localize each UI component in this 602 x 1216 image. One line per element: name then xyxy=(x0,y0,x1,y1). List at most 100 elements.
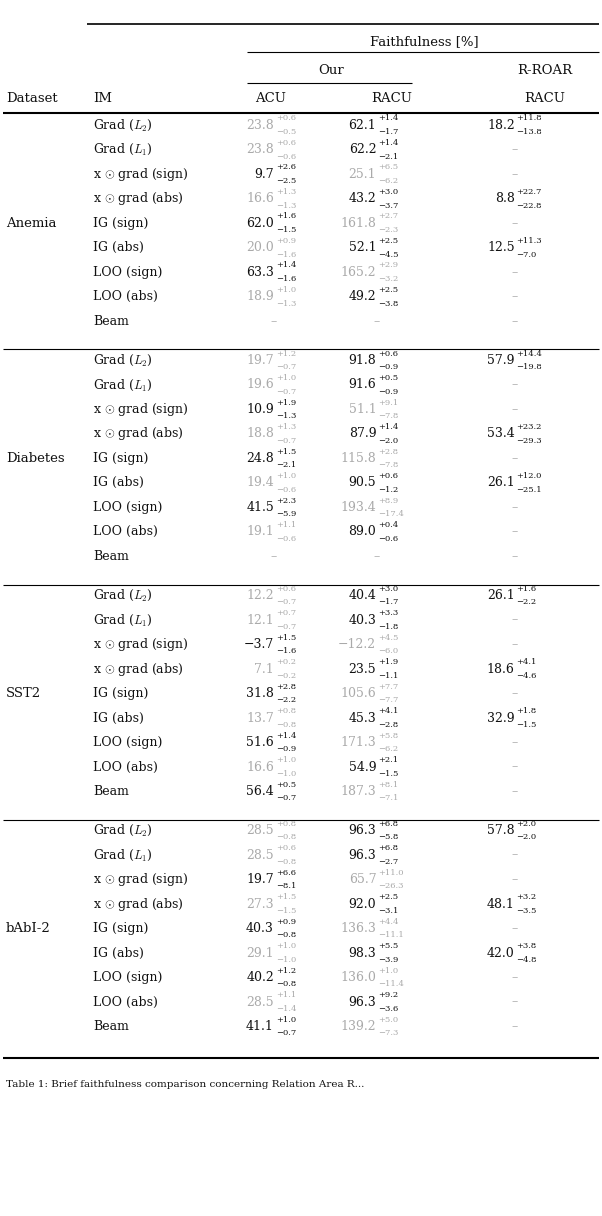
Text: −1.8: −1.8 xyxy=(378,623,399,631)
Text: −1.6: −1.6 xyxy=(276,250,296,259)
Text: 28.5: 28.5 xyxy=(246,996,274,1008)
Text: +1.0: +1.0 xyxy=(276,756,296,764)
Text: +1.8: +1.8 xyxy=(517,708,537,715)
Text: 161.8: 161.8 xyxy=(340,216,376,230)
Text: –: – xyxy=(512,378,518,392)
Text: +1.9: +1.9 xyxy=(276,399,296,406)
Text: 51.1: 51.1 xyxy=(349,402,376,416)
Text: −0.7: −0.7 xyxy=(276,794,296,803)
Text: +2.8: +2.8 xyxy=(378,447,398,456)
Text: +3.2: +3.2 xyxy=(517,894,536,901)
Text: LOO (abs): LOO (abs) xyxy=(93,760,158,773)
Text: −7.8: −7.8 xyxy=(378,412,399,421)
Text: +0.6: +0.6 xyxy=(276,844,296,852)
Text: +6.6: +6.6 xyxy=(276,868,296,877)
Text: 26.1: 26.1 xyxy=(487,589,515,602)
Text: −0.8: −0.8 xyxy=(276,858,296,866)
Text: −3.2: −3.2 xyxy=(378,275,399,283)
Text: +1.5: +1.5 xyxy=(276,447,296,456)
Text: +22.7: +22.7 xyxy=(517,188,542,196)
Text: −3.9: −3.9 xyxy=(378,956,399,964)
Text: +5.0: +5.0 xyxy=(378,1015,398,1024)
Text: +1.0: +1.0 xyxy=(276,375,296,382)
Text: 19.7: 19.7 xyxy=(246,354,274,367)
Text: 53.4: 53.4 xyxy=(487,428,515,440)
Text: 62.1: 62.1 xyxy=(349,119,376,131)
Text: −0.7: −0.7 xyxy=(276,1030,296,1037)
Text: Grad ($L_2$): Grad ($L_2$) xyxy=(93,118,153,133)
Text: 136.3: 136.3 xyxy=(340,922,376,935)
Text: −0.7: −0.7 xyxy=(276,437,296,445)
Text: −2.2: −2.2 xyxy=(517,598,536,607)
Text: 40.3: 40.3 xyxy=(349,614,376,626)
Text: Beam: Beam xyxy=(93,315,129,328)
Text: –: – xyxy=(512,525,518,539)
Text: 165.2: 165.2 xyxy=(341,266,376,278)
Text: +0.8: +0.8 xyxy=(276,708,296,715)
Text: bAbI-2: bAbI-2 xyxy=(6,922,51,935)
Text: +1.4: +1.4 xyxy=(276,732,296,739)
Text: −2.1: −2.1 xyxy=(276,461,296,469)
Text: −3.7: −3.7 xyxy=(378,202,399,209)
Text: +8.9: +8.9 xyxy=(378,496,399,505)
Text: +2.6: +2.6 xyxy=(276,163,296,171)
Text: −0.8: −0.8 xyxy=(276,931,296,940)
Text: 23.8: 23.8 xyxy=(246,143,274,157)
Text: +5.5: +5.5 xyxy=(378,942,399,950)
Text: Grad ($L_1$): Grad ($L_1$) xyxy=(93,848,153,862)
Text: x $\odot$ grad (sign): x $\odot$ grad (sign) xyxy=(93,165,188,182)
Text: −1.7: −1.7 xyxy=(378,128,399,136)
Text: R-ROAR: R-ROAR xyxy=(517,64,573,77)
Text: IG (sign): IG (sign) xyxy=(93,922,149,935)
Text: −6.0: −6.0 xyxy=(378,647,398,655)
Text: 62.2: 62.2 xyxy=(349,143,376,157)
Text: −2.3: −2.3 xyxy=(378,226,399,235)
Text: Beam: Beam xyxy=(93,550,129,563)
Text: +1.1: +1.1 xyxy=(276,991,296,1000)
Text: IG (abs): IG (abs) xyxy=(93,711,144,725)
Text: −22.8: −22.8 xyxy=(517,202,542,209)
Text: −3.6: −3.6 xyxy=(378,1004,399,1013)
Text: +2.8: +2.8 xyxy=(276,682,296,691)
Text: +2.5: +2.5 xyxy=(378,286,398,294)
Text: −0.7: −0.7 xyxy=(276,623,296,631)
Text: Faithfulness [%]: Faithfulness [%] xyxy=(370,35,479,47)
Text: 13.7: 13.7 xyxy=(246,711,274,725)
Text: –: – xyxy=(512,638,518,651)
Text: –: – xyxy=(512,972,518,984)
Text: −7.1: −7.1 xyxy=(378,794,399,803)
Text: x $\odot$ grad (abs): x $\odot$ grad (abs) xyxy=(93,191,184,208)
Text: 115.8: 115.8 xyxy=(341,452,376,465)
Text: −25.1: −25.1 xyxy=(517,485,542,494)
Text: +1.1: +1.1 xyxy=(276,522,296,529)
Text: −1.1: −1.1 xyxy=(378,672,399,680)
Text: −1.2: −1.2 xyxy=(378,485,399,494)
Text: −1.0: −1.0 xyxy=(276,770,296,778)
Text: –: – xyxy=(512,291,518,303)
Text: +11.0: +11.0 xyxy=(378,868,403,877)
Text: +1.0: +1.0 xyxy=(276,1015,296,1024)
Text: +1.0: +1.0 xyxy=(378,967,398,975)
Text: −1.6: −1.6 xyxy=(276,647,296,655)
Text: IG (abs): IG (abs) xyxy=(93,241,144,254)
Text: –: – xyxy=(271,550,277,563)
Text: −0.5: −0.5 xyxy=(276,128,296,136)
Text: +1.4: +1.4 xyxy=(276,261,296,270)
Text: x $\odot$ grad (abs): x $\odot$ grad (abs) xyxy=(93,896,184,913)
Text: −0.6: −0.6 xyxy=(378,535,398,542)
Text: 19.7: 19.7 xyxy=(246,873,274,886)
Text: Grad ($L_1$): Grad ($L_1$) xyxy=(93,377,153,393)
Text: −5.9: −5.9 xyxy=(276,511,296,518)
Text: 91.8: 91.8 xyxy=(349,354,376,367)
Text: −2.8: −2.8 xyxy=(378,721,399,728)
Text: 18.8: 18.8 xyxy=(246,428,274,440)
Text: Grad ($L_2$): Grad ($L_2$) xyxy=(93,353,153,368)
Text: –: – xyxy=(512,216,518,230)
Text: −0.7: −0.7 xyxy=(276,598,296,607)
Text: +1.9: +1.9 xyxy=(378,658,399,666)
Text: IM: IM xyxy=(93,92,113,105)
Text: 96.3: 96.3 xyxy=(349,996,376,1008)
Text: +7.7: +7.7 xyxy=(378,682,399,691)
Text: 12.2: 12.2 xyxy=(246,589,274,602)
Text: +0.5: +0.5 xyxy=(276,781,296,789)
